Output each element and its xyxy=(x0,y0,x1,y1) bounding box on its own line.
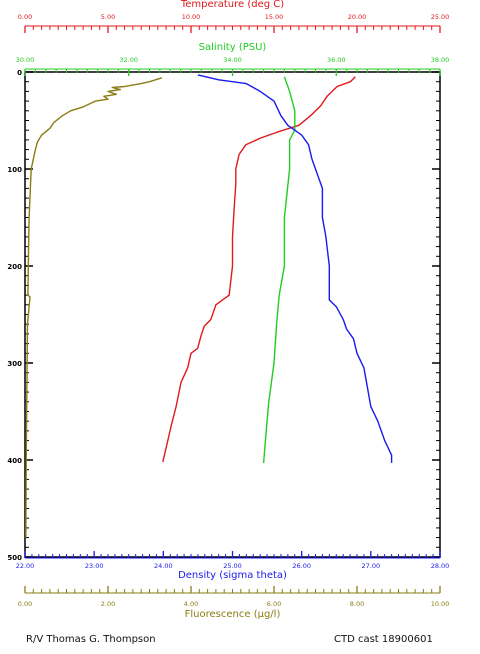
fluorescence-axis-title: Fluorescence (µg/l) xyxy=(185,609,281,620)
salinity-tick-label: 34.00 xyxy=(223,56,242,64)
ship-name: R/V Thomas G. Thompson xyxy=(26,634,156,645)
temperature-tick-label: 20.00 xyxy=(348,13,367,21)
density-tick-label: 22.00 xyxy=(16,562,35,570)
density-tick-label: 23.00 xyxy=(85,562,104,570)
density-axis-title: Density (sigma theta) xyxy=(178,570,287,581)
temperature-profile-line xyxy=(162,76,356,463)
temperature-tick-label: 5.00 xyxy=(101,13,115,21)
depth-tick-label: 0 xyxy=(17,69,22,77)
temperature-tick-label: 10.00 xyxy=(182,13,201,21)
fluorescence-tick-label: 6.00 xyxy=(267,600,281,608)
depth-tick-label: 500 xyxy=(7,554,22,562)
depth-tick-label: 400 xyxy=(7,457,22,465)
density-tick-label: 24.00 xyxy=(154,562,173,570)
fluorescence-tick-label: 4.00 xyxy=(184,600,198,608)
salinity-tick-label: 36.00 xyxy=(327,56,346,64)
fluorescence-tick-label: 2.00 xyxy=(101,600,115,608)
salinity-tick-label: 32.00 xyxy=(119,56,138,64)
density-profile-line xyxy=(197,74,393,463)
depth-tick-label: 100 xyxy=(7,166,22,174)
temperature-tick-label: 0.00 xyxy=(18,13,32,21)
cast-id: CTD cast 18900601 xyxy=(334,634,433,645)
temperature-axis-title: Temperature (deg C) xyxy=(180,0,284,10)
density-tick-label: 26.00 xyxy=(292,562,311,570)
temperature-tick-label: 15.00 xyxy=(265,13,284,21)
plot-frame xyxy=(24,71,441,558)
fluorescence-tick-label: 8.00 xyxy=(350,600,364,608)
salinity-profile-line xyxy=(262,76,296,463)
salinity-axis-title: Salinity (PSU) xyxy=(199,42,267,53)
temperature-tick-label: 25.00 xyxy=(431,13,450,21)
fluorescence-tick-label: 10.00 xyxy=(431,600,450,608)
density-tick-label: 27.00 xyxy=(362,562,381,570)
salinity-tick-label: 30.00 xyxy=(16,56,35,64)
density-tick-label: 28.00 xyxy=(431,562,450,570)
salinity-tick-label: 38.00 xyxy=(431,56,450,64)
density-tick-label: 25.00 xyxy=(223,562,242,570)
fluorescence-tick-label: 0.00 xyxy=(18,600,32,608)
depth-tick-label: 200 xyxy=(7,263,22,271)
depth-tick-label: 300 xyxy=(7,360,22,368)
fluorescence-profile-line xyxy=(25,77,163,538)
